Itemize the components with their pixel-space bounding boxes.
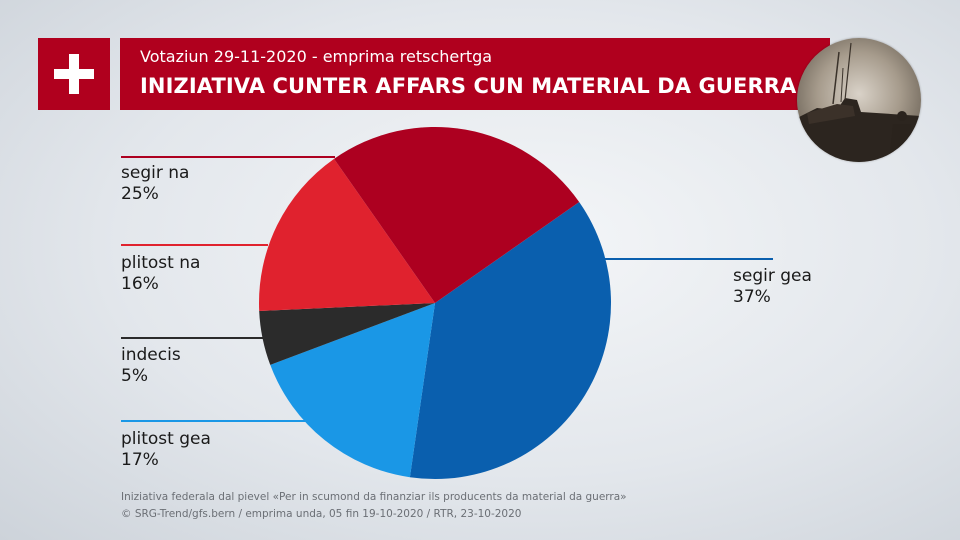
slice-label-plitost-gea-value: 17% bbox=[121, 450, 159, 470]
slice-label-indecis: indecis 5% bbox=[121, 345, 181, 387]
slice-label-plitost-na-name: plitost na bbox=[121, 253, 201, 273]
slice-label-segir-gea-value: 37% bbox=[733, 287, 771, 307]
pie-slice-segir-na bbox=[334, 127, 580, 303]
flag-cross-horizontal bbox=[54, 69, 94, 79]
title-bar: Votaziun 29-11-2020 - emprima retschertg… bbox=[120, 38, 830, 110]
pie-slice-segir-gea bbox=[409, 202, 611, 479]
slice-label-segir-na-name: segir na bbox=[121, 163, 190, 183]
chart-subtitle: Votaziun 29-11-2020 - emprima retschertg… bbox=[140, 47, 493, 66]
slice-label-segir-na: segir na 25% bbox=[121, 163, 189, 205]
pie-slice-plitost-gea bbox=[270, 303, 435, 478]
slice-label-indecis-value: 5% bbox=[121, 366, 148, 386]
pie-slice-indecis bbox=[259, 303, 435, 365]
pie-slices bbox=[258, 127, 611, 479]
chart-title: INIZIATIVA CUNTER AFFARS CUN MATERIAL DA… bbox=[140, 74, 797, 98]
pie-slice-plitost-na bbox=[258, 158, 435, 311]
slice-label-segir-gea: segir gea 37% bbox=[733, 266, 812, 308]
slice-label-indecis-name: indecis bbox=[121, 345, 181, 365]
slice-label-plitost-gea: plitost gea 17% bbox=[121, 429, 211, 471]
footer-source-title: Iniziativa federala dal pievel «Per in s… bbox=[121, 491, 627, 503]
slice-label-plitost-na: plitost na 16% bbox=[121, 253, 200, 295]
footer-credits: © SRG-Trend/gfs.bern / emprima unda, 05 … bbox=[121, 508, 522, 520]
slice-label-plitost-gea-name: plitost gea bbox=[121, 429, 211, 449]
leader-lines bbox=[121, 156, 773, 422]
swiss-flag-icon bbox=[38, 38, 110, 110]
slice-label-segir-na-value: 25% bbox=[121, 184, 159, 204]
slice-label-plitost-na-value: 16% bbox=[121, 274, 159, 294]
slice-label-segir-gea-name: segir gea bbox=[733, 266, 812, 286]
